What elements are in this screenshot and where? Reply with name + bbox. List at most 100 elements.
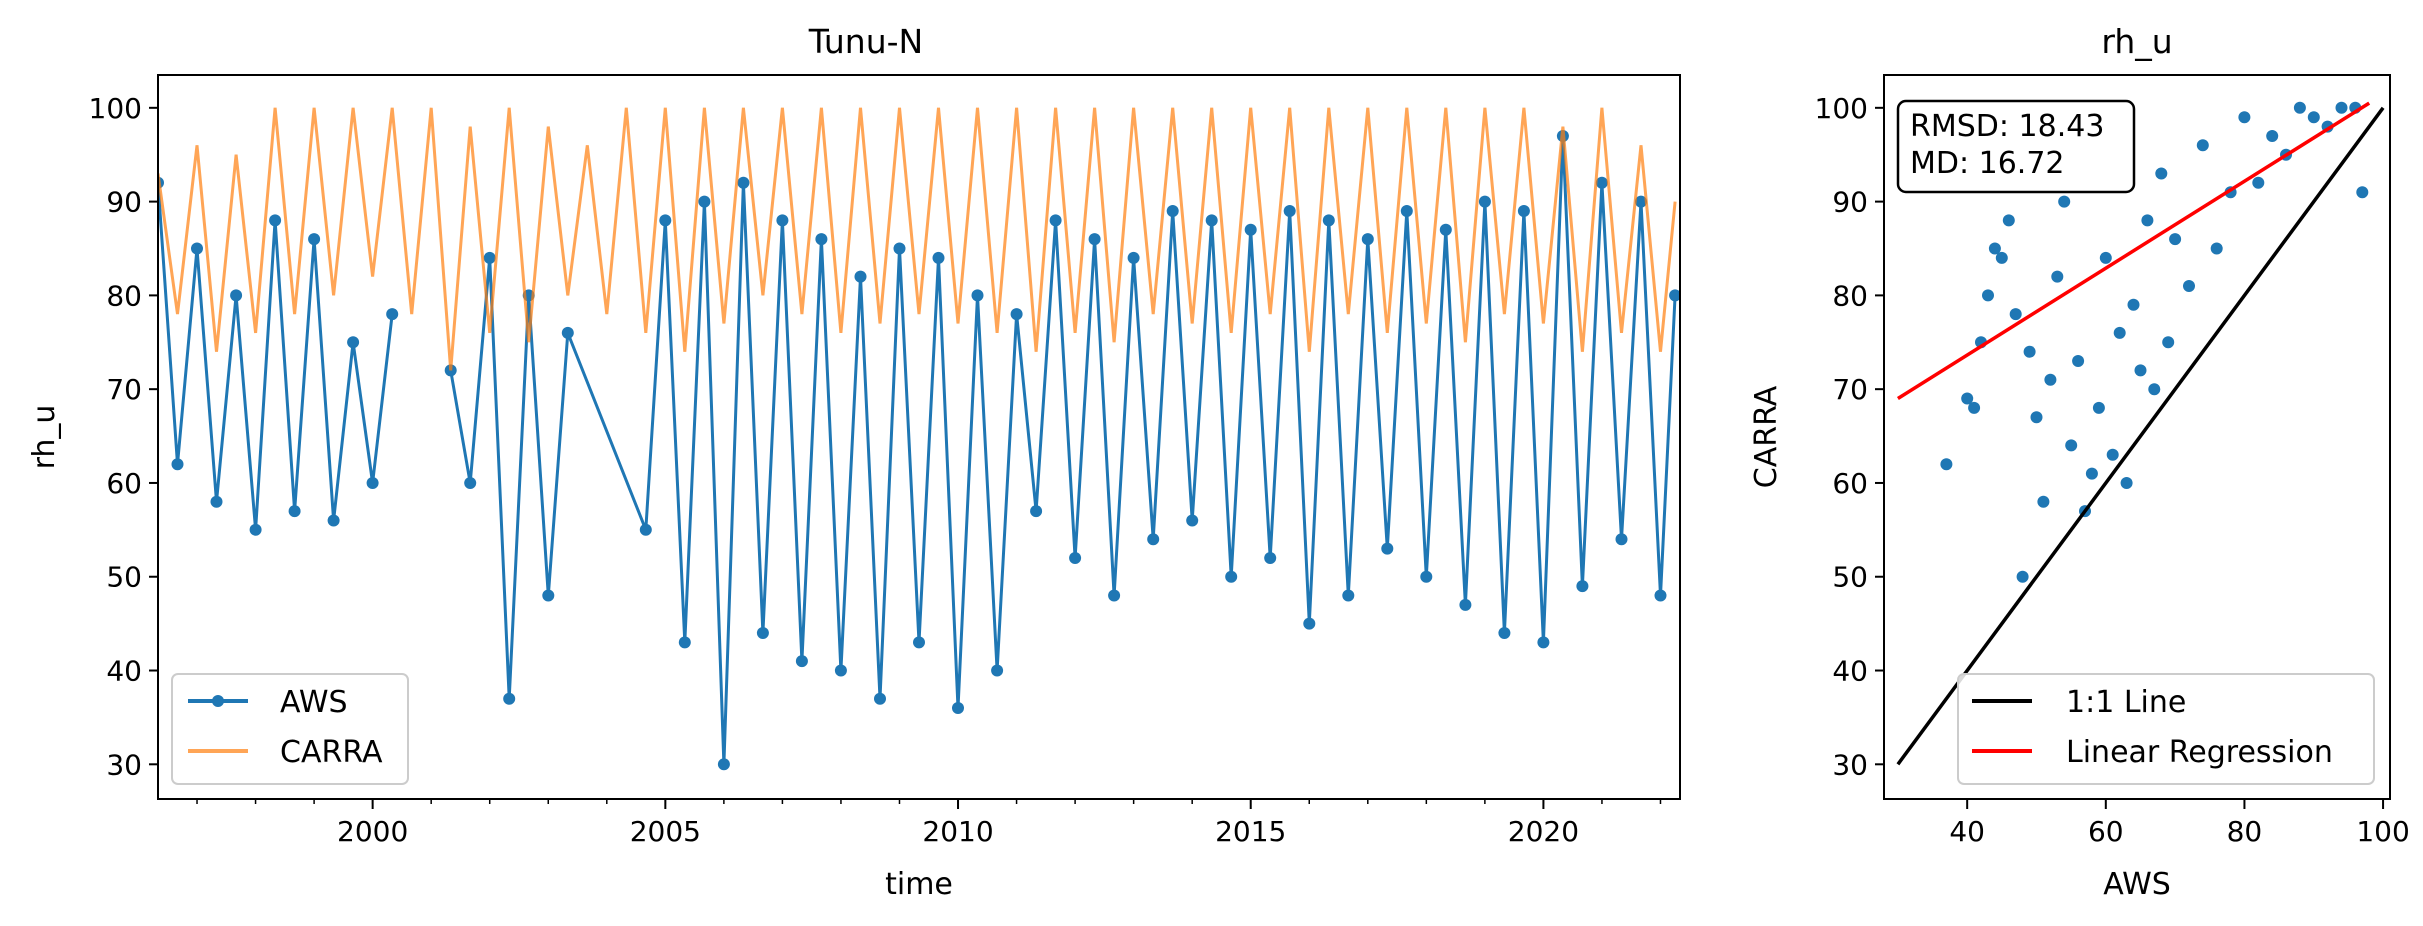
scatter-point bbox=[2085, 467, 2098, 480]
scatter-point bbox=[2051, 270, 2064, 283]
stats-md: MD: 16.72 bbox=[1910, 146, 2065, 181]
aws-point bbox=[327, 514, 340, 527]
timeseries-plot-area bbox=[158, 107, 1680, 771]
regression-line bbox=[1896, 101, 2371, 400]
scatter-point bbox=[2307, 111, 2320, 124]
scatter-y-axis-label: CARRA bbox=[1749, 385, 1784, 488]
aws-point bbox=[561, 326, 574, 339]
aws-point bbox=[1205, 214, 1218, 227]
scatter-x-tick-label: 60 bbox=[2088, 815, 2124, 848]
aws-point bbox=[1576, 580, 1589, 593]
aws-point bbox=[1615, 533, 1628, 546]
timeseries-x-tick-label: 2020 bbox=[1508, 815, 1579, 848]
carra-series-line bbox=[158, 107, 1677, 371]
aws-point bbox=[1225, 570, 1238, 583]
aws-point bbox=[1264, 552, 1277, 564]
aws-point bbox=[893, 242, 906, 255]
aws-point bbox=[737, 176, 750, 189]
legend-aws-label: AWS bbox=[280, 685, 348, 720]
scatter-point bbox=[2356, 186, 2369, 199]
scatter-point bbox=[2210, 242, 2223, 255]
aws-point bbox=[795, 655, 808, 668]
scatter-point bbox=[2016, 570, 2029, 583]
aws-point bbox=[1303, 617, 1316, 630]
scatter-x-tick-label: 40 bbox=[1949, 815, 1985, 848]
scatter-point bbox=[2127, 298, 2140, 311]
stats-rmsd: RMSD: 18.43 bbox=[1910, 109, 2104, 144]
aws-point bbox=[1283, 205, 1296, 217]
scatter-point bbox=[2196, 139, 2209, 152]
scatter-point bbox=[2335, 101, 2348, 114]
scatter-point bbox=[2169, 233, 2182, 246]
scatter-y-tick-label: 70 bbox=[1832, 373, 1868, 406]
aws-point bbox=[1049, 214, 1062, 227]
aws-point bbox=[288, 505, 301, 518]
aws-point bbox=[171, 458, 184, 471]
aws-point bbox=[1147, 533, 1160, 546]
aws-point bbox=[834, 664, 847, 677]
aws-point bbox=[1361, 233, 1374, 246]
legend-carra-label: CARRA bbox=[280, 735, 383, 770]
timeseries-y-tick-label: 40 bbox=[106, 655, 142, 688]
aws-point bbox=[639, 523, 652, 536]
scatter-point bbox=[2148, 383, 2161, 396]
aws-point bbox=[698, 195, 711, 208]
scatter-x-tick-label: 80 bbox=[2227, 815, 2263, 848]
aws-point bbox=[1030, 505, 1043, 518]
aws-point bbox=[874, 692, 886, 705]
aws-point bbox=[1342, 589, 1355, 602]
scatter-x-tick-label: 100 bbox=[2356, 815, 2409, 848]
aws-point bbox=[1186, 514, 1199, 527]
stats-box: RMSD: 18.43 MD: 16.72 bbox=[1896, 99, 2136, 194]
aws-point bbox=[483, 251, 496, 264]
scatter-point bbox=[2009, 308, 2022, 321]
aws-point bbox=[913, 636, 925, 649]
scatter-point bbox=[2252, 176, 2265, 189]
aws-point bbox=[1420, 570, 1433, 583]
scatter-point bbox=[2023, 345, 2036, 358]
aws-point bbox=[1322, 214, 1335, 227]
scatter-y-tick-label: 40 bbox=[1832, 655, 1868, 688]
aws-point bbox=[464, 477, 477, 489]
scatter-point bbox=[2134, 364, 2147, 377]
scatter-plot-frame bbox=[1883, 74, 2391, 800]
aws-point bbox=[1498, 627, 1511, 639]
legend-one-to-one-label: 1:1 Line bbox=[2066, 685, 2186, 720]
scatter-point bbox=[2002, 214, 2015, 227]
scatter-y-tick-label: 90 bbox=[1832, 186, 1868, 219]
scatter-point bbox=[2037, 495, 2050, 508]
aws-point bbox=[1595, 176, 1608, 189]
scatter-point bbox=[2120, 477, 2133, 489]
scatter-point bbox=[2155, 167, 2168, 180]
one-to-one-line bbox=[1896, 106, 2385, 766]
scatter-plot-area bbox=[1896, 101, 2385, 766]
timeseries-x-tick-label: 2005 bbox=[630, 815, 701, 848]
timeseries-x-axis-label: time bbox=[885, 867, 953, 902]
aws-point bbox=[503, 692, 516, 705]
timeseries-y-tick-label: 30 bbox=[106, 748, 142, 781]
scatter-y-tick-label: 60 bbox=[1832, 467, 1868, 500]
aws-point bbox=[1127, 251, 1140, 264]
scatter-point bbox=[2293, 101, 2306, 114]
aws-point bbox=[1439, 223, 1452, 236]
stats-box-frame bbox=[1896, 99, 2136, 194]
legend-regression-label: Linear Regression bbox=[2066, 735, 2333, 770]
timeseries-x-tick-label: 2015 bbox=[1215, 815, 1286, 848]
aws-point bbox=[347, 336, 360, 349]
aws-point bbox=[249, 523, 262, 536]
aws-point bbox=[776, 214, 789, 227]
timeseries-y-tick-label: 60 bbox=[106, 467, 142, 500]
scatter-legend: 1:1 Line Linear Regression bbox=[1957, 673, 2375, 785]
scatter-y-tick-label: 50 bbox=[1832, 561, 1868, 594]
aws-point bbox=[269, 214, 282, 227]
aws-point bbox=[932, 251, 945, 264]
timeseries-x-tick-label: 2000 bbox=[337, 815, 408, 848]
scatter-legend-frame bbox=[1957, 673, 2375, 785]
aws-point bbox=[1010, 308, 1023, 321]
aws-point bbox=[191, 242, 203, 255]
scatter-point bbox=[2065, 439, 2078, 452]
timeseries-legend: AWS CARRA bbox=[171, 673, 409, 785]
aws-point bbox=[1166, 205, 1179, 217]
aws-point bbox=[1400, 205, 1413, 217]
scatter-point bbox=[2183, 280, 2195, 292]
